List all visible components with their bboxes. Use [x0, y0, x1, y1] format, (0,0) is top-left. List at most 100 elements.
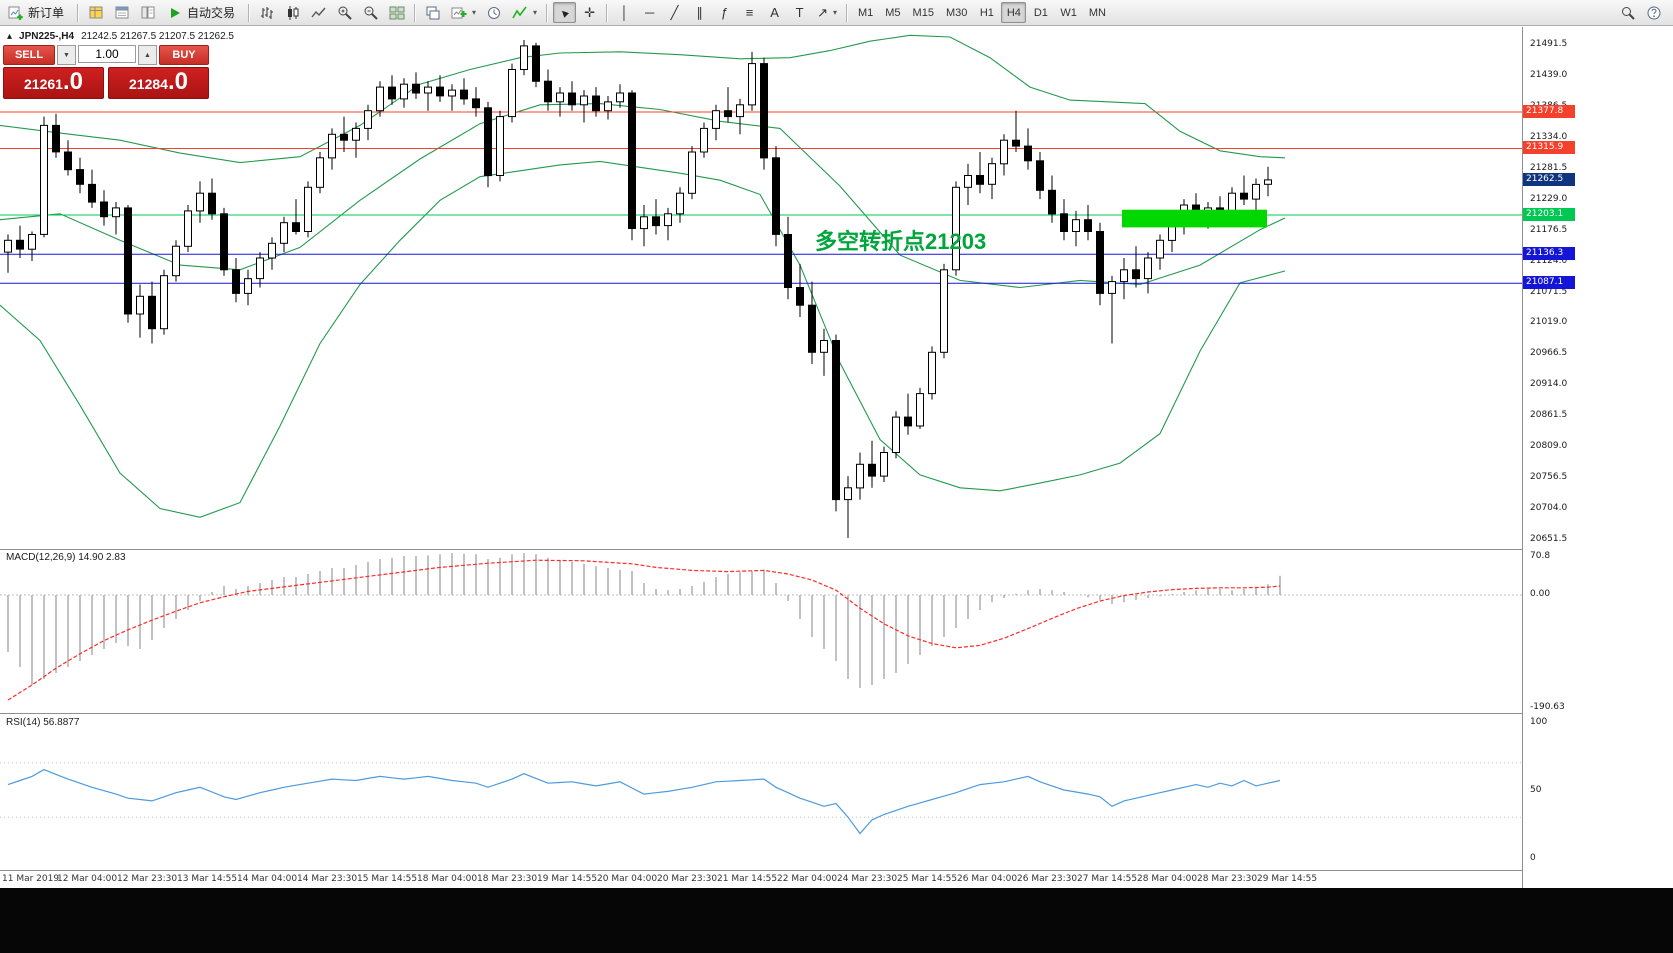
candle-body — [412, 83, 420, 94]
new-chart-button[interactable]: ▾ — [447, 2, 480, 23]
volume-down-button[interactable]: ▼ — [57, 45, 76, 65]
crosshair-tool-button[interactable]: ✛ — [578, 2, 601, 23]
timeframe-m30-button[interactable]: M30 — [941, 2, 972, 23]
timeframe-d1-button[interactable]: D1 — [1028, 2, 1053, 23]
buy-button[interactable]: BUY — [159, 45, 209, 65]
timeframe-mn-button[interactable]: MN — [1084, 2, 1111, 23]
price-scale[interactable]: 21491.521439.021386.521334.021281.521229… — [1522, 27, 1673, 888]
price-scale-tick: 21439.0 — [1530, 70, 1568, 80]
text-tool-button[interactable]: A — [763, 2, 786, 23]
search-button[interactable] — [1616, 2, 1640, 23]
levels-tool-button[interactable]: ≡ — [738, 2, 761, 23]
help-icon — [1647, 6, 1661, 19]
help-button[interactable] — [1642, 2, 1666, 23]
chart-annotation[interactable]: 多空转折点21203 — [815, 229, 986, 254]
candle-body — [700, 127, 708, 153]
zoom-in-button[interactable] — [333, 2, 357, 23]
vertical-line-tool-button[interactable]: │ — [613, 2, 636, 23]
trendline-icon: ╱ — [670, 5, 679, 20]
candle-body — [724, 110, 732, 118]
time-axis-label: 14 Mar 04:00 — [237, 874, 298, 884]
arrows-tool-button[interactable]: ↗ ▾ — [813, 2, 841, 23]
time-axis-label: 26 Mar 23:30 — [1017, 874, 1078, 884]
text-tool-icon: A — [770, 5, 779, 20]
candle-body — [172, 245, 180, 277]
channel-icon: ∥ — [696, 5, 703, 20]
trendline-tool-button[interactable]: ╱ — [663, 2, 686, 23]
data-window-icon — [115, 6, 129, 18]
horizontal-line-tool-button[interactable]: ─ — [638, 2, 661, 23]
rsi-panel[interactable] — [0, 714, 1522, 870]
fibonacci-icon: ƒ — [720, 5, 729, 20]
time-axis[interactable]: 11 Mar 2019 12 Mar 04:00 12 Mar 23:30 13 Ma… — [0, 871, 1673, 888]
toolbar-right-group — [1615, 2, 1667, 23]
indicators-button[interactable]: ▾ — [508, 2, 541, 23]
price-scale-tick: 20914.0 — [1530, 379, 1568, 389]
price-scale-tick: 20861.5 — [1530, 410, 1568, 420]
profiles-clock-icon — [488, 6, 501, 19]
data-window-button[interactable] — [110, 2, 134, 23]
auto-trading-button[interactable]: 自动交易 — [162, 2, 243, 23]
price-scale-tick: 20651.5 — [1530, 534, 1568, 544]
timeframe-h4-button[interactable]: H4 — [1001, 2, 1027, 23]
candle-body — [520, 45, 528, 70]
main-chart-panel[interactable]: 多空转折点21203 — [0, 27, 1522, 549]
rsi-scale-label: 100 — [1530, 717, 1548, 727]
candle-body — [928, 351, 936, 395]
candle-body — [244, 278, 252, 294]
panel-separator[interactable] — [0, 549, 1673, 550]
timeframe-m15-button[interactable]: M15 — [908, 2, 939, 23]
macd-panel[interactable] — [0, 550, 1522, 713]
one-click-trading-panel: SELL ▼ ▲ BUY 21261 .0 21284 .0 — [3, 45, 209, 99]
candle-body — [148, 295, 156, 330]
zoom-out-button[interactable] — [359, 2, 383, 23]
new-order-button[interactable]: 新订单 — [3, 2, 72, 23]
time-axis-label: 13 Mar 14:55 — [177, 874, 238, 884]
profiles-button[interactable] — [482, 2, 506, 23]
candlestick-mode-button[interactable] — [281, 2, 305, 23]
macd-scale-label: 0.00 — [1530, 589, 1551, 599]
buy-price-display[interactable]: 21284 .0 — [108, 67, 209, 99]
tile-windows-button[interactable] — [385, 2, 409, 23]
candle-body — [28, 234, 36, 250]
vertical-line-icon: │ — [620, 5, 629, 20]
toolbar-separator — [845, 3, 848, 22]
cursor-tool-button[interactable]: ► — [553, 2, 577, 23]
candle-body — [820, 340, 828, 353]
market-watch-button[interactable] — [84, 2, 108, 23]
candle-body — [1264, 179, 1272, 185]
label-tool-button[interactable]: T — [788, 2, 811, 23]
candle-body — [988, 163, 996, 185]
price-scale-tick: 21334.0 — [1530, 132, 1568, 142]
timeframe-w1-button[interactable]: W1 — [1055, 2, 1082, 23]
toolbar-separator — [546, 3, 549, 22]
timeframe-m5-button[interactable]: M5 — [880, 2, 905, 23]
sell-button[interactable]: SELL — [3, 45, 55, 65]
macd-scale-label: -190.63 — [1530, 702, 1565, 712]
sell-price-display[interactable]: 21261 .0 — [3, 67, 104, 99]
candle-body — [760, 63, 768, 159]
candle-body — [208, 192, 216, 215]
toolbar-separator — [248, 3, 251, 22]
timeframe-h1-button[interactable]: H1 — [974, 2, 999, 23]
candle-body — [256, 257, 264, 280]
time-axis-label: 26 Mar 04:00 — [957, 874, 1018, 884]
price-scale-tick: 21281.5 — [1530, 163, 1568, 173]
cascade-windows-button[interactable] — [421, 2, 445, 23]
zoom-out-icon — [364, 6, 378, 20]
market-watch-icon — [89, 6, 103, 18]
panel-separator[interactable] — [0, 713, 1673, 714]
candle-body — [952, 186, 960, 271]
volume-input[interactable] — [78, 45, 136, 63]
time-axis-label: 15 Mar 14:55 — [357, 874, 418, 884]
fibonacci-tool-button[interactable]: ƒ — [713, 2, 736, 23]
candle-body — [1120, 269, 1128, 283]
volume-up-button[interactable]: ▲ — [138, 45, 157, 65]
timeframe-m1-button[interactable]: M1 — [853, 2, 878, 23]
candle-body — [784, 234, 792, 288]
navigator-button[interactable] — [136, 2, 160, 23]
channel-tool-button[interactable]: ∥ — [688, 2, 711, 23]
highlight-zone[interactable] — [1122, 209, 1267, 228]
line-chart-mode-button[interactable] — [307, 2, 331, 23]
bar-chart-mode-button[interactable] — [255, 2, 279, 23]
